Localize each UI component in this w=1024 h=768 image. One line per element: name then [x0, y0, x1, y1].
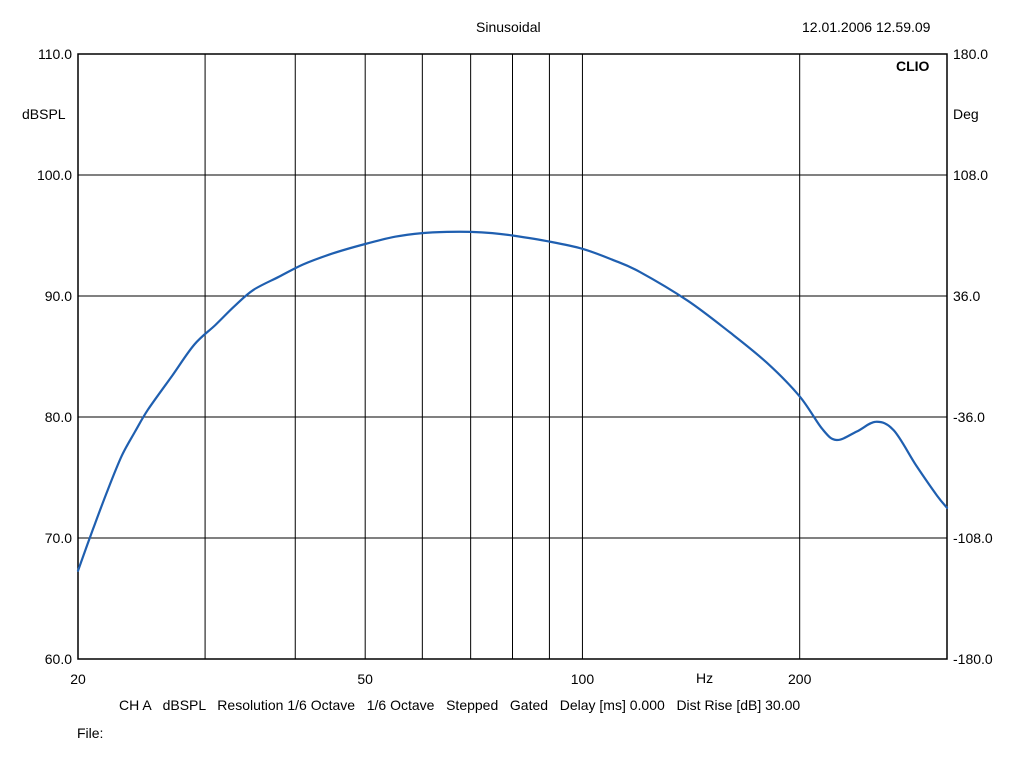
y2-tick-label: 108.0	[953, 167, 988, 183]
y-tick-label: 60.0	[45, 651, 72, 667]
plot-frame	[77, 53, 948, 660]
y-axis-label: dBSPL	[22, 106, 66, 122]
grid-layer	[78, 54, 947, 659]
y-tick-label: 80.0	[45, 409, 72, 425]
y2-tick-label: 36.0	[953, 288, 980, 304]
x-axis-label: Hz	[696, 670, 714, 686]
x-tick-label: 50	[357, 671, 373, 687]
y-tick-label: 110.0	[38, 46, 72, 62]
x-tick-label: 100	[571, 671, 595, 687]
y2-tick-label: -180.0	[953, 651, 993, 667]
x-tick-label: 20	[70, 671, 86, 687]
status-line: CH A dBSPL Resolution 1/6 Octave 1/6 Oct…	[119, 697, 801, 713]
chart-title: Sinusoidal	[476, 19, 541, 35]
tick-label-layer: 60.0 70.0 80.0 90.0 100.0 110.0 -180.0 -108.0 -3…	[37, 46, 993, 687]
y-tick-label: 70.0	[45, 530, 72, 546]
y2-tick-label: -36.0	[953, 409, 985, 425]
response-curve	[76, 230, 949, 572]
timestamp: 12.01.2006 12.59.09	[802, 19, 931, 35]
x-tick-label: 200	[788, 671, 812, 687]
y2-tick-label: -108.0	[953, 530, 993, 546]
y2-axis-label: Deg	[953, 106, 979, 122]
brand-logo-text: CLIO	[896, 58, 930, 74]
y-tick-label: 100.0	[37, 167, 72, 183]
file-label: File:	[77, 725, 104, 741]
y-tick-label: 90.0	[45, 288, 72, 304]
y2-tick-label: 180.0	[953, 46, 988, 62]
